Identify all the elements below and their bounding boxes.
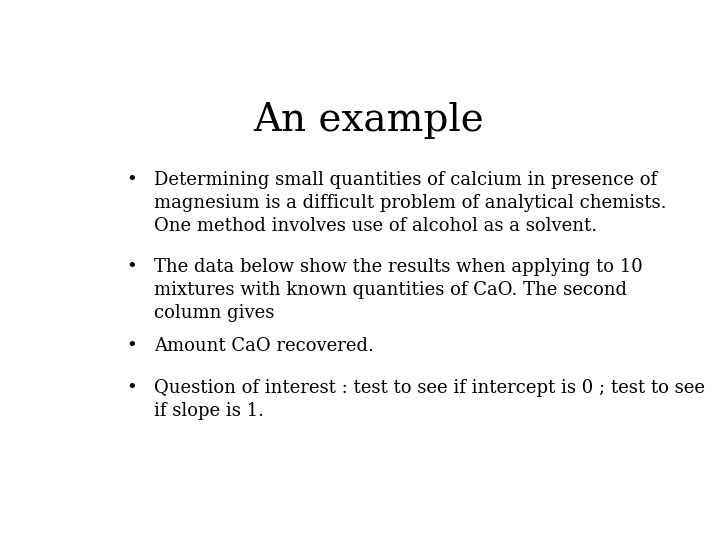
Text: •: •	[127, 379, 138, 397]
Text: An example: An example	[253, 102, 485, 139]
Text: Amount CaO recovered.: Amount CaO recovered.	[154, 337, 374, 355]
Text: The data below show the results when applying to 10
mixtures with known quantiti: The data below show the results when app…	[154, 258, 643, 322]
Text: Question of interest : test to see if intercept is 0 ; test to see
if slope is 1: Question of interest : test to see if in…	[154, 379, 705, 420]
Text: Determining small quantities of calcium in presence of
magnesium is a difficult : Determining small quantities of calcium …	[154, 171, 667, 234]
Text: •: •	[127, 171, 138, 189]
Text: •: •	[127, 258, 138, 276]
Text: •: •	[127, 337, 138, 355]
